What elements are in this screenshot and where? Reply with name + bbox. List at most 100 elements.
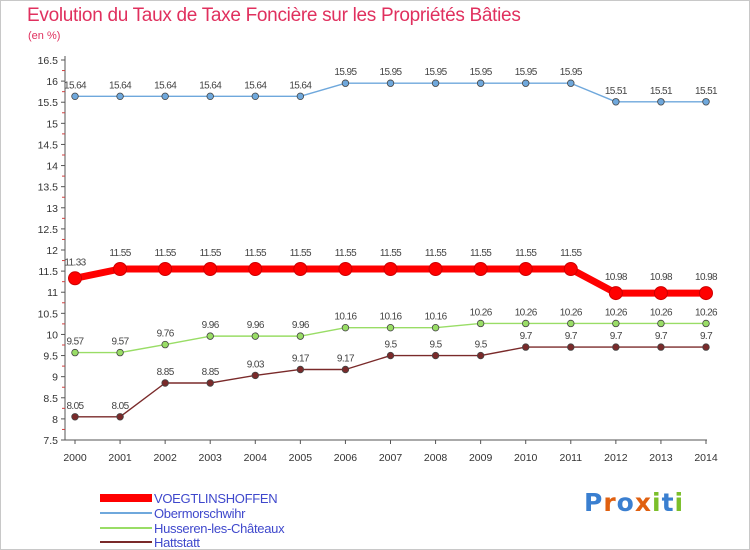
data-point [296,365,305,374]
x-tick-label: 2004 [244,452,268,464]
y-tick-label: 16 [46,76,58,88]
data-label: 10.26 [650,307,673,318]
data-point [473,262,488,276]
logo-letter: t [661,488,675,517]
data-label: 15.64 [244,80,267,91]
data-point [657,319,665,328]
data-label: 15.51 [650,86,673,97]
data-label: 11.55 [290,248,312,259]
data-label: 11.55 [515,248,537,259]
data-point [251,332,259,340]
data-label: 15.95 [425,67,448,78]
data-point [71,92,79,101]
data-label: 10.26 [515,307,538,318]
x-tick-label: 2003 [199,452,223,464]
x-tick-label: 2009 [469,452,493,464]
legend-item: VOEGTLINSHOFFEN [100,491,278,506]
x-tick-label: 2011 [559,452,582,464]
y-tick-label: 10.5 [38,308,59,320]
data-label: 10.16 [425,312,448,323]
x-tick-label: 2005 [289,452,313,464]
x-tick-label: 2006 [334,452,358,464]
data-label: 11.55 [470,248,492,259]
data-point [296,332,305,340]
x-tick-label: 2013 [649,452,673,464]
data-point [612,319,620,328]
y-tick-label: 10 [46,329,58,341]
x-tick-label: 2012 [604,452,628,464]
y-tick-label: 12.5 [38,224,59,236]
data-point [702,98,710,106]
data-point [341,365,350,374]
data-point [699,286,713,301]
data-label: 10.26 [695,307,718,318]
data-point [522,79,530,87]
data-label: 15.51 [695,86,718,97]
y-tick-label: 13 [46,203,58,215]
data-label: 9.7 [610,331,623,342]
data-label: 15.64 [109,80,132,91]
y-tick-label: 16.5 [38,55,59,67]
data-point [386,323,395,332]
y-tick-label: 15 [46,118,58,130]
data-label: 15.64 [154,80,177,91]
y-tick-label: 14.5 [38,139,59,151]
data-point [248,262,263,276]
data-label: 15.95 [560,67,583,78]
data-point [341,79,350,87]
data-point [522,319,530,328]
data-point [657,98,665,106]
data-label: 11.33 [64,257,86,268]
y-tick-label: 9.5 [43,351,58,363]
legend-swatch [100,527,152,529]
y-tick-label: 8.5 [43,393,58,405]
data-label: 10.98 [605,272,628,283]
data-point [116,413,124,421]
data-label: 9.7 [655,331,668,342]
data-label: 9.96 [292,320,310,331]
x-tick-label: 2010 [514,452,538,464]
logo-letter: r [603,488,617,517]
x-tick-label: 2008 [424,452,448,464]
data-point [567,319,575,328]
data-label: 8.05 [66,401,84,412]
data-label: 9.96 [247,320,265,331]
data-point [608,286,623,301]
data-point [567,79,575,87]
data-label: 8.85 [157,367,175,378]
data-point [702,319,710,328]
data-label: 11.55 [560,248,582,259]
data-label: 10.26 [605,307,628,318]
data-point [116,348,124,357]
data-label: 15.95 [515,67,538,78]
x-tick-label: 2014 [694,452,718,464]
y-tick-label: 12 [46,245,58,257]
data-label: 15.95 [334,67,357,78]
data-point [68,271,82,286]
data-label: 10.16 [379,312,402,323]
data-label: 10.26 [560,307,583,318]
y-tick-label: 7.5 [43,435,58,447]
data-point [657,343,665,351]
y-tick-label: 14 [46,161,58,173]
legend-item: Obermorschwihr [100,506,245,521]
proxiti-logo: Proxiti [584,488,684,517]
data-label: 11.55 [335,248,357,259]
data-point [653,286,668,301]
data-point [161,340,169,349]
data-point [293,262,308,276]
data-label: 15.64 [199,80,222,91]
data-label: 9.5 [384,340,397,351]
data-point [567,343,575,351]
x-tick-label: 2000 [63,452,87,464]
data-point [702,343,710,351]
data-point [612,343,620,351]
legend-swatch [100,512,152,514]
data-label: 9.76 [157,329,175,340]
data-point [431,323,440,332]
data-point [338,262,353,276]
data-label: 15.95 [379,67,402,78]
data-label: 9.7 [565,331,578,342]
data-label: 8.85 [202,367,220,378]
